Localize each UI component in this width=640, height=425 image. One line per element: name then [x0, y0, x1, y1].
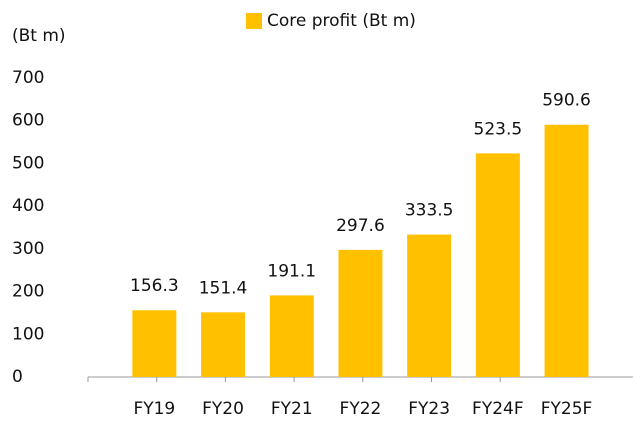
- bar: [269, 295, 314, 377]
- y-tick-label: 500: [12, 153, 44, 173]
- y-tick-label: 400: [12, 196, 44, 216]
- y-tick-label: 200: [12, 282, 44, 302]
- x-tick-label: FY24F: [472, 399, 524, 419]
- x-tick-label: FY25F: [541, 399, 593, 419]
- data-label: 191.1: [267, 261, 316, 281]
- bar: [132, 310, 177, 377]
- y-axis-label: (Bt m): [12, 26, 66, 46]
- bar: [475, 153, 520, 377]
- data-label: 297.6: [336, 216, 385, 236]
- x-tick-label: FY20: [202, 399, 244, 419]
- y-tick-label: 700: [12, 68, 44, 88]
- x-tick-label: FY23: [408, 399, 450, 419]
- data-label: 590.6: [542, 91, 591, 111]
- bar: [407, 234, 452, 377]
- y-tick-label: 300: [12, 239, 44, 259]
- x-tick-label: FY22: [340, 399, 382, 419]
- data-label: 523.5: [474, 119, 523, 139]
- data-label: 156.3: [130, 276, 179, 296]
- x-tick-label: FY21: [271, 399, 313, 419]
- y-tick-label: 100: [12, 324, 44, 344]
- legend-label: Core profit (Bt m): [267, 11, 416, 31]
- x-tick-label: FY19: [133, 399, 175, 419]
- bar: [544, 124, 589, 377]
- y-tick-label: 0: [12, 367, 23, 387]
- bar: [201, 312, 246, 377]
- legend-swatch: [246, 13, 262, 29]
- data-label: 333.5: [405, 201, 454, 221]
- bar: [338, 249, 383, 377]
- data-label: 151.4: [199, 278, 248, 298]
- y-tick-label: 600: [12, 111, 44, 131]
